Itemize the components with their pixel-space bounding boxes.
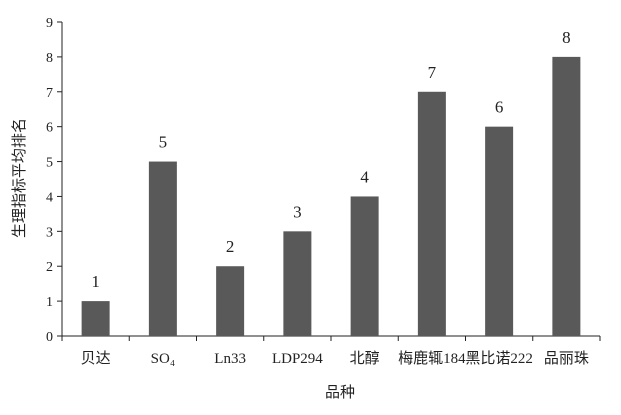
x-tick-label: 贝达 bbox=[81, 350, 111, 367]
x-tick-label: LDP294 bbox=[272, 351, 323, 367]
y-axis-title: 生理指标平均排名 bbox=[10, 118, 28, 238]
y-tick-label: 4 bbox=[46, 190, 53, 205]
bar bbox=[417, 91, 446, 337]
y-tick-label: 3 bbox=[46, 225, 53, 240]
x-tick-label: SO₄ bbox=[151, 351, 175, 367]
y-tick-label: 1 bbox=[46, 295, 53, 310]
bar bbox=[148, 161, 177, 336]
bar bbox=[216, 266, 245, 336]
x-tick-label: 品丽珠 bbox=[544, 350, 589, 367]
x-axis-title: 品种 bbox=[325, 383, 355, 401]
data-label: 1 bbox=[91, 272, 100, 291]
data-label: 6 bbox=[495, 98, 504, 117]
data-label: 4 bbox=[360, 167, 369, 186]
bar bbox=[552, 56, 581, 337]
bars bbox=[81, 56, 581, 337]
y-tick-label: 7 bbox=[46, 86, 53, 101]
x-axis: 贝达 SO₄ Ln33 LDP294 北醇 梅鹿辄184 黑比诺222 品丽珠 bbox=[61, 335, 601, 367]
x-tick-label: 黑比诺222 bbox=[465, 350, 533, 367]
data-label: 2 bbox=[226, 237, 235, 256]
y-tick-label: 2 bbox=[46, 260, 53, 275]
data-labels: 1 5 2 3 4 7 6 8 bbox=[91, 28, 570, 291]
data-label: 8 bbox=[562, 28, 571, 47]
y-tick-label: 8 bbox=[46, 51, 53, 66]
bar bbox=[485, 126, 514, 337]
y-tick-label: 9 bbox=[46, 16, 53, 31]
data-label: 3 bbox=[293, 202, 302, 221]
y-axis: 0 1 2 3 4 5 6 7 8 9 bbox=[46, 16, 63, 345]
bar bbox=[350, 196, 379, 336]
x-tick-label: Ln33 bbox=[214, 351, 246, 367]
bar bbox=[81, 301, 110, 336]
x-tick-label: 北醇 bbox=[350, 350, 380, 367]
data-label: 5 bbox=[159, 133, 168, 152]
bar bbox=[283, 231, 312, 336]
y-tick-label: 6 bbox=[46, 121, 53, 136]
data-label: 7 bbox=[428, 63, 437, 82]
x-tick-label: 梅鹿辄184 bbox=[398, 350, 466, 367]
y-tick-label: 5 bbox=[46, 156, 53, 171]
y-tick-label: 0 bbox=[46, 330, 53, 345]
